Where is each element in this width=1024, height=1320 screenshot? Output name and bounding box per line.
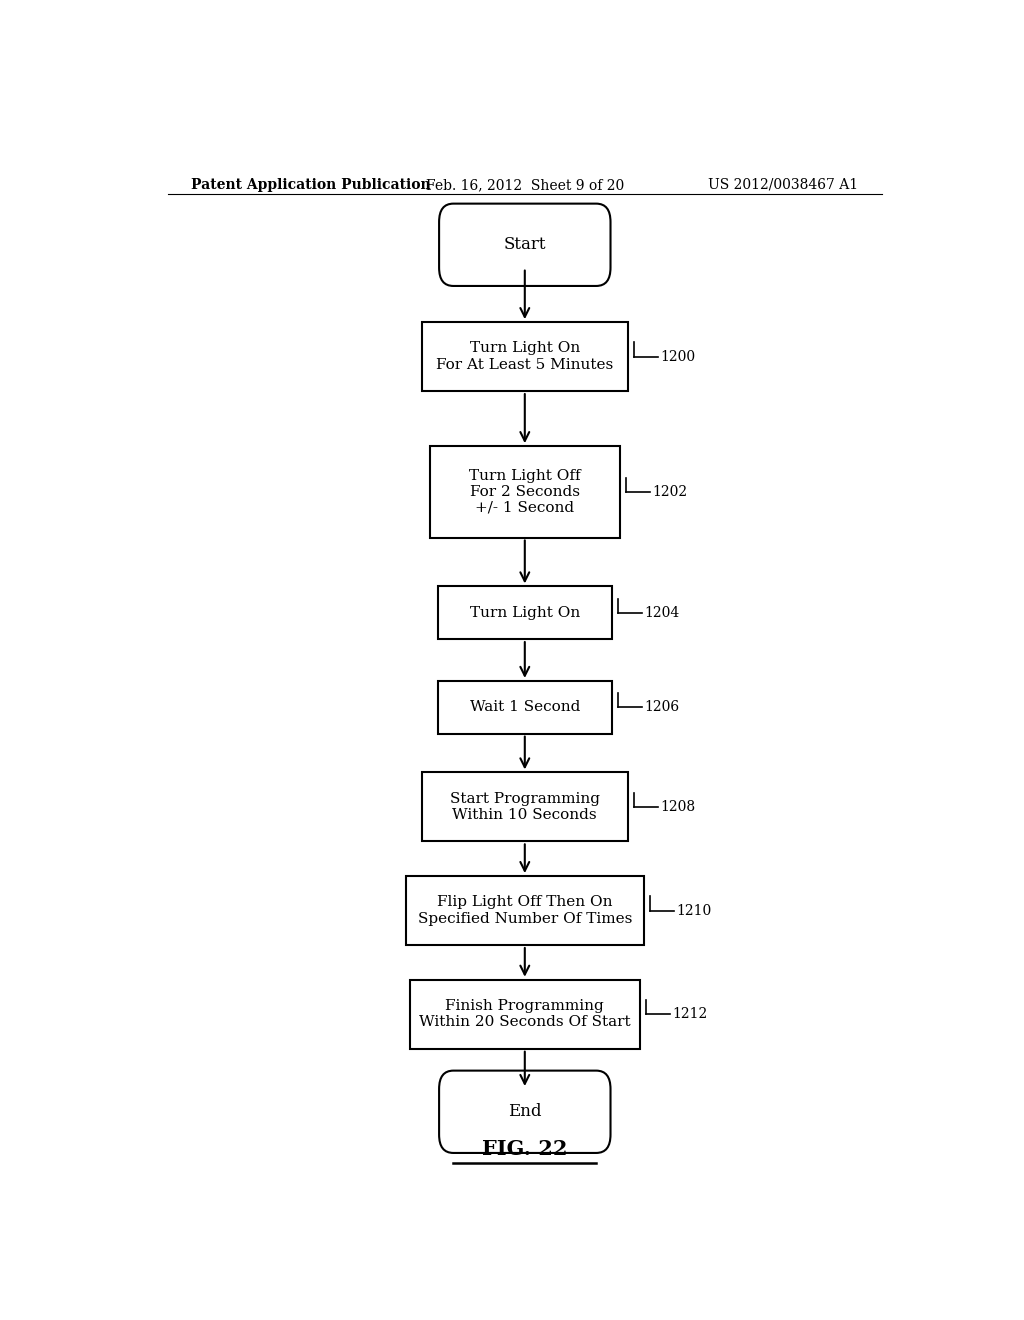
- Text: Start Programming
Within 10 Seconds: Start Programming Within 10 Seconds: [450, 792, 600, 822]
- Bar: [422, 772, 628, 841]
- Bar: [422, 322, 628, 391]
- Text: Turn Light On
For At Least 5 Minutes: Turn Light On For At Least 5 Minutes: [436, 342, 613, 372]
- Text: 1202: 1202: [652, 484, 688, 499]
- Text: End: End: [508, 1104, 542, 1121]
- Text: 1212: 1212: [673, 1007, 708, 1022]
- Bar: [437, 681, 612, 734]
- Bar: [437, 586, 612, 639]
- Text: 1208: 1208: [660, 800, 695, 814]
- Text: Finish Programming
Within 20 Seconds Of Start: Finish Programming Within 20 Seconds Of …: [419, 999, 631, 1030]
- Text: 1204: 1204: [645, 606, 680, 619]
- Bar: [430, 446, 621, 537]
- Text: Wait 1 Second: Wait 1 Second: [470, 700, 580, 714]
- Text: Turn Light Off
For 2 Seconds
+/- 1 Second: Turn Light Off For 2 Seconds +/- 1 Secon…: [469, 469, 581, 515]
- FancyBboxPatch shape: [439, 203, 610, 286]
- Text: 1206: 1206: [645, 700, 680, 714]
- Text: Patent Application Publication: Patent Application Publication: [191, 178, 431, 191]
- Text: Flip Light Off Then On
Specified Number Of Times: Flip Light Off Then On Specified Number …: [418, 895, 632, 925]
- FancyBboxPatch shape: [439, 1071, 610, 1152]
- Text: 1200: 1200: [660, 350, 695, 363]
- Text: Turn Light On: Turn Light On: [470, 606, 580, 619]
- Bar: [410, 979, 640, 1049]
- Bar: [406, 876, 644, 945]
- Text: FIG. 22: FIG. 22: [482, 1139, 567, 1159]
- Text: Feb. 16, 2012  Sheet 9 of 20: Feb. 16, 2012 Sheet 9 of 20: [426, 178, 624, 191]
- Text: 1210: 1210: [677, 903, 712, 917]
- Text: Start: Start: [504, 236, 546, 253]
- Text: US 2012/0038467 A1: US 2012/0038467 A1: [708, 178, 858, 191]
